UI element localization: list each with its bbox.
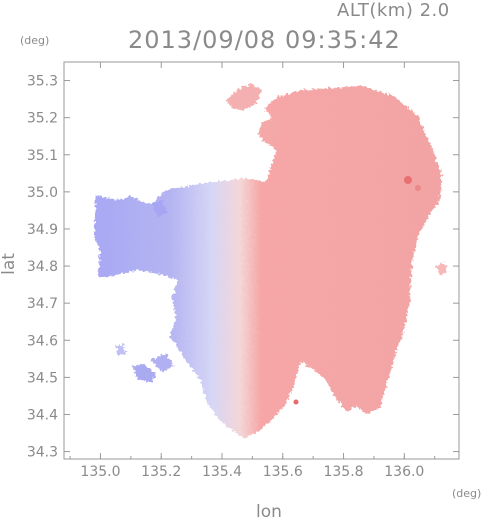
- velocity-field: [94, 84, 448, 438]
- y-tick-label: 34.4: [27, 407, 58, 423]
- x-axis-unit: (deg): [452, 487, 482, 500]
- echo-east-fragment: [436, 262, 448, 276]
- y-tick-label: 34.5: [27, 370, 58, 386]
- echo-hotspot: [404, 176, 412, 184]
- echo-small-west-patch: [116, 344, 126, 356]
- y-tick-label: 34.3: [27, 445, 58, 461]
- y-axis-unit: (deg): [20, 34, 50, 47]
- y-tick-label: 35.2: [27, 111, 58, 127]
- timestamp-title: 2013/09/08 09:35:42: [128, 26, 401, 54]
- echo-southwest-patch: [132, 364, 156, 382]
- echo-north-patch: [226, 84, 262, 110]
- echo-main-region: [94, 86, 442, 438]
- x-tick-label: 135.6: [263, 464, 303, 480]
- x-tick-label: 135.4: [202, 464, 242, 480]
- echo-hotspot-3: [293, 399, 299, 405]
- y-tick-label: 35.3: [27, 74, 58, 90]
- echo-hotspot-2: [415, 185, 421, 191]
- axis-tick-labels: 135.0 135.2 135.4 135.6 135.8 136.0 34.3 34.4 34…: [27, 74, 425, 480]
- axis-ticks: [64, 62, 459, 459]
- x-tick-label: 135.8: [323, 464, 363, 480]
- y-tick-label: 34.7: [27, 296, 58, 312]
- y-tick-label: 34.9: [27, 222, 58, 238]
- echo-northeast-patch: [258, 118, 282, 144]
- y-tick-label: 34.8: [27, 259, 58, 275]
- echo-south-patch: [150, 354, 174, 372]
- x-tick-label: 136.0: [384, 464, 424, 480]
- y-tick-label: 35.1: [27, 148, 58, 164]
- echo-west-blob: [152, 200, 168, 218]
- y-tick-label: 34.6: [27, 333, 58, 349]
- x-tick-label: 135.0: [80, 464, 120, 480]
- y-tick-label: 35.0: [27, 185, 58, 201]
- plot-frame: [63, 61, 460, 460]
- altitude-label: ALT(km) 2.0: [337, 0, 450, 21]
- x-tick-label: 135.2: [141, 464, 181, 480]
- x-axis-label: lon: [256, 502, 282, 522]
